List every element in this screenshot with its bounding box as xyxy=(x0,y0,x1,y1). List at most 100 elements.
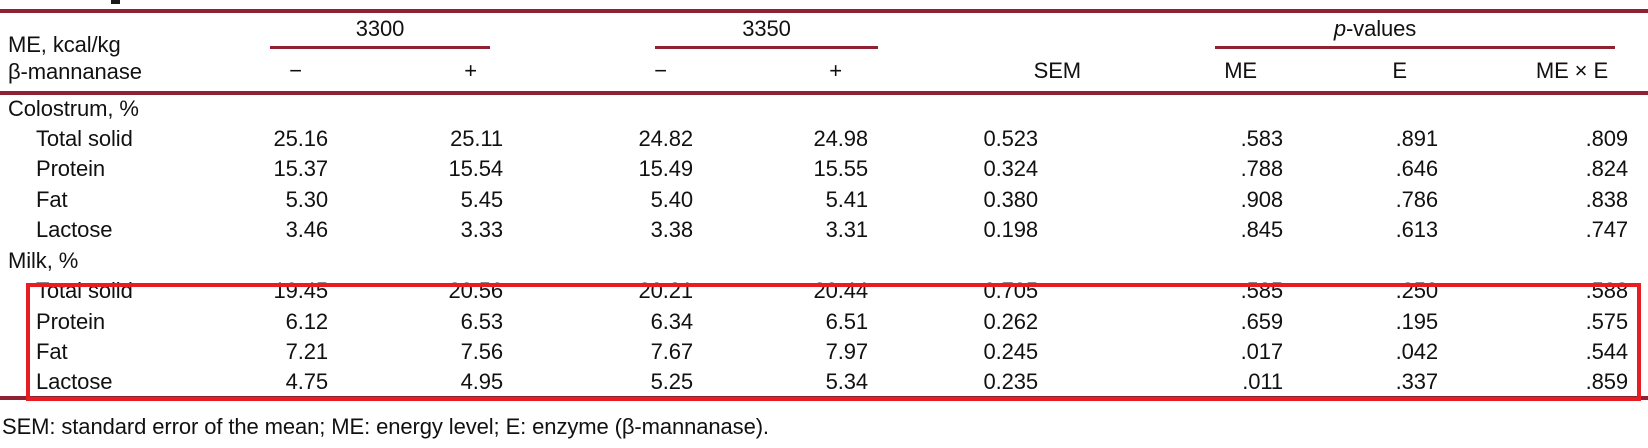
table-cell: .017 xyxy=(1240,339,1284,365)
table-cell: 5.45 xyxy=(460,186,504,212)
table-row: Protein 15.37 15.54 15.49 15.55 0.324 .7… xyxy=(0,154,1648,185)
spacer-cell xyxy=(1630,276,1648,307)
table-cell: .011 xyxy=(1242,368,1283,394)
table-cell: .891 xyxy=(1395,125,1439,151)
table-cell: 4.75 xyxy=(285,368,329,394)
table-cell: .583 xyxy=(1240,125,1284,151)
cropped-title-fragment xyxy=(111,0,120,4)
table-cell: 25.11 xyxy=(450,125,503,151)
table-cell: 0.523 xyxy=(983,125,1038,151)
col-header-p-e: E xyxy=(1392,58,1407,83)
table-cell: .544 xyxy=(1585,339,1629,365)
nutrition-composition-table: ME, kcal/kg β-mannanase 3300 3350 p-valu… xyxy=(0,9,1648,400)
table-cell: 3.38 xyxy=(650,217,694,243)
spacer-cell xyxy=(1630,215,1648,246)
table-row: Fat 7.21 7.56 7.67 7.97 0.245 .017 .042 … xyxy=(0,337,1648,368)
table-cell: 25.16 xyxy=(273,125,328,151)
table-cell: .575 xyxy=(1585,308,1629,334)
table-cell: .646 xyxy=(1395,156,1439,182)
table-cell: .845 xyxy=(1240,217,1284,243)
col-header-p-me: ME xyxy=(1224,58,1257,83)
spacer-cell xyxy=(1630,368,1648,399)
col-header-3300-plus: + xyxy=(464,58,477,83)
row-label: Total solid xyxy=(36,278,133,304)
table-cell: 15.54 xyxy=(448,156,503,182)
section-row-milk: Milk, % xyxy=(0,246,1648,277)
table-row: Protein 6.12 6.53 6.34 6.51 0.262 .659 .… xyxy=(0,307,1648,338)
table-cell: 7.67 xyxy=(650,339,694,365)
header-group-row: ME, kcal/kg β-mannanase 3300 3350 p-valu… xyxy=(0,11,1648,84)
row-label: Total solid xyxy=(36,125,133,151)
group-header-3300: 3300 xyxy=(190,11,505,56)
table-cell: 5.34 xyxy=(825,368,869,394)
table-cell: 4.95 xyxy=(460,368,504,394)
group-label-3300: 3300 xyxy=(270,16,490,49)
section-label: Milk, % xyxy=(8,247,79,273)
table-cell: .659 xyxy=(1240,308,1284,334)
table-cell: .250 xyxy=(1395,278,1439,304)
stub-line-me: ME, kcal/kg xyxy=(8,32,121,57)
table-cell: 0.705 xyxy=(983,278,1038,304)
table-cell: 24.98 xyxy=(813,125,868,151)
table-cell: 7.21 xyxy=(285,339,329,365)
table-cell: 0.235 xyxy=(983,368,1038,394)
col-header-p-mexe: ME × E xyxy=(1535,58,1609,83)
table-cell: .195 xyxy=(1395,308,1439,334)
pvalues-p: p xyxy=(1333,16,1346,41)
table-cell: .613 xyxy=(1395,217,1439,243)
right-margin-spacer xyxy=(1630,11,1648,93)
table-cell: .788 xyxy=(1240,156,1284,182)
table-cell: .838 xyxy=(1585,186,1629,212)
table-cell: .859 xyxy=(1585,368,1629,394)
stub-line-mannanase: β-mannanase xyxy=(8,59,142,84)
table-cell: .042 xyxy=(1395,339,1439,365)
row-label: Lactose xyxy=(36,217,113,243)
col-header-3350-minus: − xyxy=(654,58,667,83)
table-cell: 15.55 xyxy=(813,156,868,182)
table-row: Lactose 3.46 3.33 3.38 3.31 0.198 .845 .… xyxy=(0,215,1648,246)
row-label: Lactose xyxy=(36,368,113,394)
table-cell: 5.40 xyxy=(650,186,694,212)
group-header-pvalues: p-values xyxy=(1040,11,1630,56)
table-cell: 3.46 xyxy=(285,217,329,243)
col-header-3350-plus: + xyxy=(829,58,842,83)
table-cell: .588 xyxy=(1585,278,1629,304)
group-header-3350: 3350 xyxy=(505,11,878,56)
table-cell: 6.12 xyxy=(285,308,329,334)
table-cell: 3.33 xyxy=(460,217,504,243)
table-cell: .337 xyxy=(1395,368,1439,394)
spacer-cell xyxy=(1630,124,1648,155)
table-cell: 0.245 xyxy=(983,339,1038,365)
group-label-3350: 3350 xyxy=(655,16,878,49)
table-cell: .824 xyxy=(1585,156,1629,182)
table-cell: 5.25 xyxy=(650,368,694,394)
table-cell: 0.380 xyxy=(983,186,1038,212)
spacer-cell xyxy=(1630,337,1648,368)
table-cell: .585 xyxy=(1240,278,1284,304)
section-row-colostrum: Colostrum, % xyxy=(0,93,1648,124)
table-cell: 20.56 xyxy=(448,278,503,304)
row-label: Protein xyxy=(36,308,106,334)
col-header-3300-minus: − xyxy=(289,58,302,83)
table-cell: .747 xyxy=(1585,217,1629,243)
table-cell: 7.97 xyxy=(825,339,869,365)
table-cell: 15.49 xyxy=(638,156,693,182)
table-cell: .908 xyxy=(1240,186,1284,212)
table-cell: .809 xyxy=(1585,125,1629,151)
table-cell: .786 xyxy=(1395,186,1439,212)
row-label: Protein xyxy=(36,156,106,182)
stub-header: ME, kcal/kg β-mannanase xyxy=(0,11,190,93)
group-header-sem-spacer xyxy=(870,11,1040,56)
table-cell: 19.45 xyxy=(273,278,328,304)
table-cell: 20.21 xyxy=(638,278,693,304)
table-cell: 0.262 xyxy=(983,308,1038,334)
table-cell: 6.34 xyxy=(650,308,694,334)
pvalues-rest: -values xyxy=(1345,16,1417,41)
table-cell: 6.53 xyxy=(460,308,504,334)
table-cell: 20.44 xyxy=(813,278,868,304)
section-label: Colostrum, % xyxy=(8,96,139,122)
group-label-pvalues: p-values xyxy=(1215,16,1615,49)
spacer-cell xyxy=(1630,307,1648,338)
table-footnote: SEM: standard error of the mean; ME: ene… xyxy=(2,414,769,439)
table-cell: 5.41 xyxy=(825,186,869,212)
